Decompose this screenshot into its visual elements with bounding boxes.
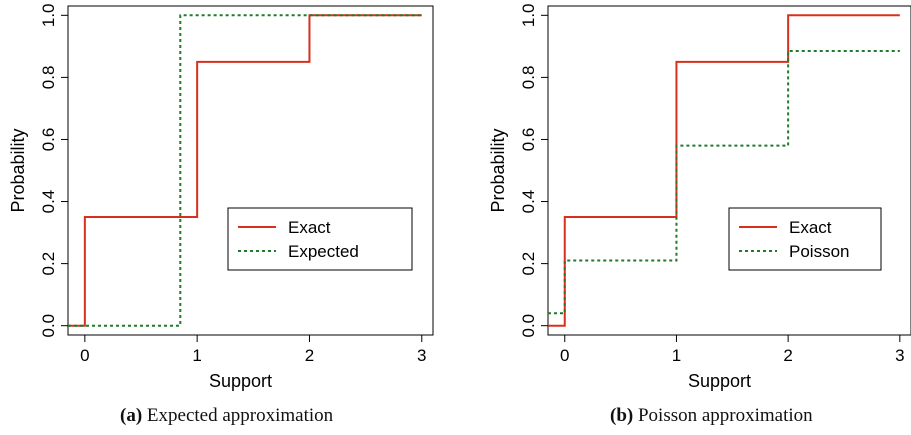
legend-entry: Exact bbox=[288, 218, 331, 237]
series-line-poisson bbox=[548, 50, 900, 315]
plot-frame bbox=[67, 5, 434, 336]
y-tick-label: 0.8 bbox=[519, 66, 538, 90]
x-axis-label: Support bbox=[209, 371, 272, 391]
x-tick-label: 1 bbox=[192, 346, 201, 365]
series-line-exact bbox=[68, 14, 422, 327]
caption-a: (a) Expected approximation bbox=[120, 405, 333, 427]
plot-frame bbox=[547, 5, 911, 336]
x-tick-label: 2 bbox=[305, 346, 314, 365]
y-axis-label: Probability bbox=[488, 128, 508, 212]
caption-b: (b) Poisson approximation bbox=[610, 405, 813, 427]
caption-b-label: (b) bbox=[610, 405, 634, 426]
y-tick-label: 0.8 bbox=[39, 66, 58, 90]
legend-box bbox=[227, 207, 413, 271]
caption-b-text: Poisson approximation bbox=[637, 405, 813, 426]
charts-svg: 0 1 2 3 0.0 0.2 0.4 0.6 0.8 1.0 Support Probability… bbox=[8, 3, 911, 391]
y-tick-label: 0.0 bbox=[519, 314, 538, 338]
x-tick-label: 1 bbox=[672, 346, 681, 365]
legend-entry: Exact bbox=[789, 218, 832, 237]
x-tick-label: 3 bbox=[417, 346, 426, 365]
y-tick-label: 0.0 bbox=[39, 314, 58, 338]
y-axis-label: Probability bbox=[8, 128, 28, 212]
y-tick-label: 0.4 bbox=[519, 190, 538, 214]
chart-panel-0: 0 1 2 3 0.0 0.2 0.4 0.6 0.8 1.0 Support Probability… bbox=[8, 3, 434, 391]
series-line-exact bbox=[548, 14, 900, 327]
x-tick-label: 0 bbox=[80, 346, 89, 365]
x-tick-label: 0 bbox=[560, 346, 569, 365]
legend-entry: Poisson bbox=[789, 242, 849, 261]
y-tick-label: 0.2 bbox=[519, 252, 538, 276]
series-line-expected bbox=[68, 14, 422, 327]
caption-a-label: (a) bbox=[120, 405, 143, 426]
legend-box bbox=[728, 207, 882, 271]
y-tick-label: 1.0 bbox=[39, 3, 58, 27]
x-tick-label: 2 bbox=[783, 346, 792, 365]
caption-a-text: Expected approximation bbox=[146, 405, 334, 426]
y-tick-label: 0.6 bbox=[519, 128, 538, 152]
x-axis-label: Support bbox=[688, 371, 751, 391]
chart-panel-1: 0 1 2 3 0.0 0.2 0.4 0.6 0.8 1.0 Support Probability… bbox=[488, 3, 911, 391]
y-tick-label: 1.0 bbox=[519, 3, 538, 27]
x-tick-label: 3 bbox=[895, 346, 904, 365]
legend-entry: Expected bbox=[288, 242, 359, 261]
y-tick-label: 0.6 bbox=[39, 128, 58, 152]
y-tick-label: 0.4 bbox=[39, 190, 58, 214]
y-tick-label: 0.2 bbox=[39, 252, 58, 276]
